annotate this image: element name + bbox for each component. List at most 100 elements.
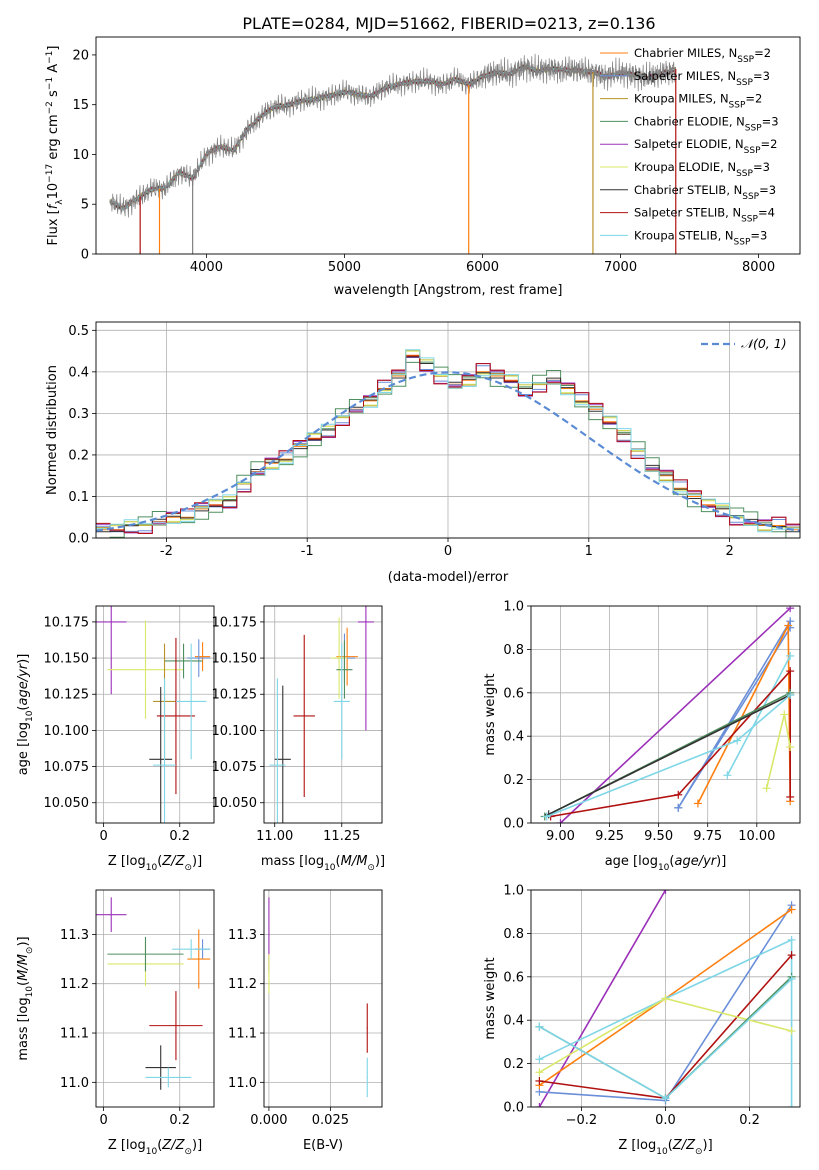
spectrum-panel: 4000 5000 6000 7000 8000 0 5 10 15 20 wavelength [… xyxy=(45,36,801,298)
x-axis-label: Z [log10(Z/Z⊙)] xyxy=(108,1138,202,1157)
legend-label: Chabrier MILES, NSSP=2 xyxy=(634,46,771,65)
x-tick-label: 7000 xyxy=(604,260,637,275)
x-tick-label: 5000 xyxy=(328,260,361,275)
y-tick-label: 0.6 xyxy=(503,686,524,701)
weight-line xyxy=(548,694,791,816)
x-tick-label: 9.25 xyxy=(595,829,624,844)
y-tick-label: 10.175 xyxy=(212,615,258,630)
x-axis-label: Z [log10(Z/Z⊙)] xyxy=(618,1138,712,1157)
weight-line xyxy=(538,890,667,1107)
x-axis-label: E(B-V) xyxy=(303,1138,343,1153)
y-tick-label: 0.4 xyxy=(503,1014,524,1029)
weight-line xyxy=(559,607,791,823)
y-tick-label: 10.050 xyxy=(44,796,90,811)
y-tick-label: 11.2 xyxy=(228,977,257,992)
y-tick-label: 0.6 xyxy=(503,970,524,985)
axes-frame xyxy=(530,605,801,824)
x-tick-label: 2 xyxy=(725,544,733,559)
axes-frame xyxy=(95,321,801,539)
x-axis-label: Z [log10(Z/Z⊙)] xyxy=(108,854,202,873)
x-tick-label: -1 xyxy=(301,544,314,559)
x-axis-label: wavelength [Angstrom, rest frame] xyxy=(334,283,563,298)
data-line xyxy=(109,53,676,218)
y-tick-label: 11.3 xyxy=(60,928,89,943)
x-tick-label: 6000 xyxy=(466,260,499,275)
y-tick-label: 10.175 xyxy=(44,615,90,630)
y-tick-label: 0.8 xyxy=(503,643,524,658)
y-tick-label: 10.150 xyxy=(212,652,258,667)
x-tick-label: 4000 xyxy=(190,260,223,275)
axes-frame xyxy=(263,605,383,824)
y-tick-label: 0.1 xyxy=(68,490,89,505)
y-tick-label: 11.3 xyxy=(228,928,257,943)
axes-frame xyxy=(263,889,383,1108)
y-tick-label: 10.075 xyxy=(44,760,90,775)
y-axis-label: mass weight xyxy=(483,673,498,755)
y-tick-label: 10.125 xyxy=(212,688,258,703)
weight_vs_age-plot-area xyxy=(540,606,795,823)
y-tick-label: 0.2 xyxy=(68,448,89,463)
axes-frame xyxy=(95,605,215,824)
x-tick-label: 8000 xyxy=(742,260,775,275)
y-axis-label: Normed distribution xyxy=(45,365,60,495)
figure-title: PLATE=0284, MJD=51662, FIBERID=0213, z=0… xyxy=(242,14,655,33)
legend-label: Kroupa ELODIE, NSSP=3 xyxy=(634,160,770,179)
x-tick-label: 10.00 xyxy=(738,829,775,844)
y-axis-label: Flux [fλ10−17 erg cm−2 s−1 A−1] xyxy=(45,46,65,246)
histogram-step xyxy=(96,349,800,533)
x-tick-label: 9.00 xyxy=(546,829,575,844)
mass_vs_ebv-panel: 0.000 0.025 11.0 11.1 11.2 11.3 E(B-V) xyxy=(228,889,383,1153)
x-axis-label: age [log10(age/yr)] xyxy=(605,854,727,873)
residuals-panel: -2 -1 0 1 2 0.0 0.1 0.2 0.3 0.4 0.5 (data-model)/er… xyxy=(45,321,801,585)
y-axis-label: age [log10(age/yr)] xyxy=(16,654,35,776)
y-tick-label: 0.3 xyxy=(68,407,89,422)
legend-label: Salpeter MILES, NSSP=3 xyxy=(634,69,770,88)
residuals-plot-area xyxy=(96,349,800,538)
y-tick-label: 10 xyxy=(72,148,89,163)
x-tick-label: 11.00 xyxy=(256,829,293,844)
mass_vs_z-panel: 0 0.2 11.0 11.1 11.2 11.3 Z [log10(Z/Z⊙)] mass … xyxy=(16,889,215,1157)
legend-label: Salpeter STELIB, NSSP=4 xyxy=(634,206,775,225)
x-tick-label: 0.2 xyxy=(739,1113,760,1128)
normal-curve xyxy=(96,371,800,532)
spectrum-plot-area xyxy=(109,53,677,254)
x-tick-label: 0 xyxy=(99,829,107,844)
age_vs_mass-plot-area xyxy=(269,606,374,823)
y-tick-label: 0.4 xyxy=(68,365,89,380)
y-tick-label: 10.100 xyxy=(212,724,258,739)
x-tick-label: 0.025 xyxy=(312,1113,349,1128)
weight-line xyxy=(765,714,791,789)
y-tick-label: 11.0 xyxy=(60,1076,89,1091)
mass_vs_ebv-plot-area xyxy=(268,897,368,1098)
legend-label: 𝒩(0, 1) xyxy=(741,336,787,351)
spectrum-legend: Chabrier MILES, NSSP=2 Salpeter MILES, NS… xyxy=(600,46,779,247)
weight-line xyxy=(539,938,793,1107)
y-tick-label: 0.2 xyxy=(503,1057,524,1072)
age_vs_mass-panel: 11.00 11.25 10.050 10.075 10.100 10.125 10.150… xyxy=(212,605,385,873)
x-tick-label: 1 xyxy=(585,544,593,559)
x-axis-label: mass [log10(M/M⊙)] xyxy=(261,854,385,873)
x-tick-label: 0 xyxy=(99,1113,107,1128)
weight-line xyxy=(550,669,791,818)
x-tick-label: 0.0 xyxy=(655,1113,676,1128)
x-tick-label: 0.000 xyxy=(250,1113,287,1128)
y-tick-label: 0.8 xyxy=(503,927,524,942)
y-tick-label: 10.100 xyxy=(44,724,90,739)
mass_vs_z-plot-area xyxy=(96,897,211,1090)
y-tick-label: 1.0 xyxy=(503,884,524,899)
x-axis-label: (data-model)/error xyxy=(388,570,509,585)
age_vs_z-plot-area xyxy=(96,606,211,823)
y-axis-label: mass weight xyxy=(483,957,498,1039)
axes-frame xyxy=(95,36,801,255)
axes-frame xyxy=(95,889,215,1108)
y-tick-label: 10.075 xyxy=(212,760,258,775)
y-tick-label: 10.150 xyxy=(44,652,90,667)
x-tick-label: 9.50 xyxy=(644,829,673,844)
y-tick-label: 0.0 xyxy=(503,817,524,832)
legend-label: Chabrier ELODIE, NSSP=3 xyxy=(634,114,779,133)
y-tick-label: 0.5 xyxy=(68,324,89,339)
x-tick-label: 9.75 xyxy=(693,829,722,844)
y-tick-label: 11.2 xyxy=(60,977,89,992)
y-tick-label: 10.050 xyxy=(212,796,258,811)
